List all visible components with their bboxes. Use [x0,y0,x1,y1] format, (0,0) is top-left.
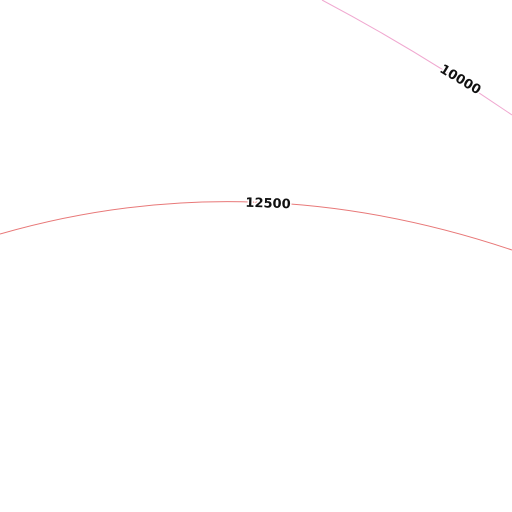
contour-line [0,201,512,251]
contour-line [321,0,512,116]
contour-label: 12500 [245,196,291,213]
